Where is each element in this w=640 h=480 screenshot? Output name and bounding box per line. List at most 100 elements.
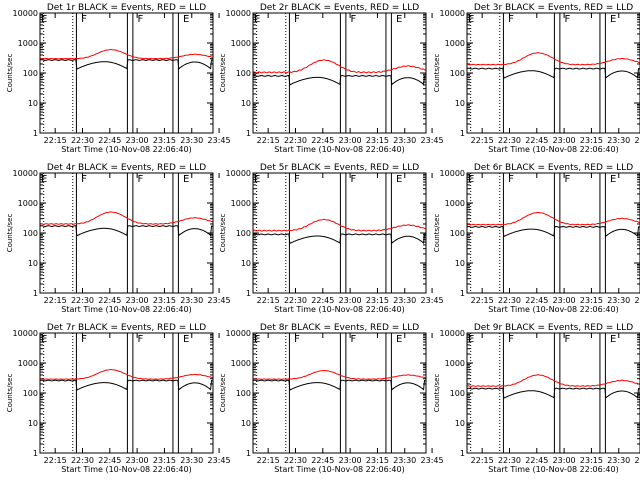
x-tick-label: 22:15 — [257, 456, 280, 465]
lld-series-line — [467, 374, 640, 387]
y-tick-label: 10000 — [226, 9, 251, 18]
y-tick-label: 10000 — [440, 329, 465, 338]
x-tick-label: 22:30 — [498, 136, 521, 145]
y-tick-label: 100 — [236, 389, 251, 398]
marker-letter: F — [294, 334, 300, 345]
x-tick-label: 23:00 — [126, 456, 149, 465]
marker-letter: E — [183, 174, 189, 185]
x-tick-label: 23:00 — [553, 456, 576, 465]
y-tick-label: 1000 — [231, 199, 251, 208]
x-tick-label: 23:30 — [607, 296, 630, 305]
y-axis-label: Counts/sec — [219, 54, 227, 93]
y-tick-label: 1000 — [18, 199, 38, 208]
x-tick-label: 22:15 — [44, 136, 67, 145]
marker-letter: E — [396, 14, 402, 25]
y-tick-label: 100 — [23, 229, 38, 238]
y-tick-label: 1 — [33, 449, 38, 458]
marker-letter: E — [254, 174, 260, 185]
panel-det-7: Det 7r BLACK = Events, RED = LLD 1 10 100 10… — [6, 323, 231, 474]
marker-letter: F — [351, 334, 357, 345]
x-tick-label: 23:00 — [553, 136, 576, 145]
lld-series-line — [40, 49, 213, 60]
x-axis-label: Start Time (10-Nov-08 22:06:40) — [274, 465, 404, 474]
marker-letter: E — [468, 14, 474, 25]
marker-letter: E — [254, 334, 260, 345]
x-tick-label: 23:00 — [126, 296, 149, 305]
x-tick-label: 23:00 — [339, 456, 362, 465]
plot-frame — [39, 172, 214, 294]
y-tick-label: 1 — [460, 449, 465, 458]
x-tick-label: 23:30 — [393, 136, 416, 145]
marker-letter: E — [183, 14, 189, 25]
y-axis-label: Counts/sec — [219, 214, 227, 253]
marker-letter: F — [138, 174, 144, 185]
marker-letter: F — [508, 14, 514, 25]
marker-letter: F — [565, 334, 571, 345]
y-tick-label: 100 — [450, 389, 465, 398]
x-tick-label: 22:30 — [498, 296, 521, 305]
y-tick-label: 10 — [455, 259, 465, 268]
x-tick-label: 22:15 — [471, 456, 494, 465]
x-tick-label: 23:30 — [180, 136, 203, 145]
panel-det-1: Det 1r BLACK = Events, RED = LLD 1 10 100 10… — [6, 3, 231, 154]
marker-letter: F — [565, 14, 571, 25]
lld-series-line — [40, 211, 213, 225]
panel-det-4: Det 4r BLACK = Events, RED = LLD 1 10 100 10… — [6, 163, 231, 314]
y-tick-label: 100 — [450, 229, 465, 238]
panel-title: Det 7r BLACK = Events, RED = LLD — [47, 323, 206, 333]
x-tick-label: 23:15 — [580, 456, 603, 465]
x-tick-label: 22:45 — [98, 456, 121, 465]
x-axis-label: Start Time (10-Nov-08 22:06:40) — [274, 145, 404, 154]
lld-series-line — [467, 52, 640, 66]
lld-series-line — [253, 59, 426, 74]
marker-letter: E — [41, 334, 47, 345]
y-tick-label: 10 — [455, 419, 465, 428]
y-tick-label: 1 — [246, 449, 251, 458]
x-tick-label: 22:30 — [71, 456, 94, 465]
y-tick-label: 10 — [28, 419, 38, 428]
x-tick-label: 23:45 — [635, 296, 640, 305]
panel-title: Det 6r BLACK = Events, RED = LLD — [474, 163, 633, 173]
y-tick-label: 1000 — [231, 359, 251, 368]
x-tick-label: 22:15 — [44, 296, 67, 305]
x-tick-label: 23:15 — [153, 296, 176, 305]
x-axis-label: Start Time (10-Nov-08 22:06:40) — [488, 305, 618, 314]
x-tick-label: 23:15 — [580, 136, 603, 145]
lld-series-line — [253, 370, 426, 380]
y-tick-label: 1000 — [445, 39, 465, 48]
marker-letter: E — [396, 334, 402, 345]
events-series-line — [253, 74, 426, 86]
marker-letter: E — [41, 14, 47, 25]
x-axis-label: Start Time (10-Nov-08 22:06:40) — [61, 305, 191, 314]
x-tick-label: 23:00 — [339, 136, 362, 145]
x-tick-label: 22:30 — [284, 136, 307, 145]
x-tick-label: 23:45 — [208, 456, 231, 465]
events-series-line — [40, 379, 213, 391]
x-tick-label: 23:00 — [339, 296, 362, 305]
y-tick-label: 10000 — [440, 169, 465, 178]
x-tick-label: 22:45 — [311, 456, 334, 465]
panel-title: Det 8r BLACK = Events, RED = LLD — [260, 323, 419, 333]
x-tick-label: 22:30 — [71, 296, 94, 305]
marker-letter: F — [81, 334, 87, 345]
y-tick-label: 10 — [28, 259, 38, 268]
y-axis-label: Counts/sec — [433, 374, 441, 413]
events-series-line — [253, 379, 426, 391]
plot-frame — [466, 172, 640, 294]
x-tick-label: 23:00 — [126, 136, 149, 145]
x-tick-label: 23:30 — [393, 456, 416, 465]
marker-letter: F — [294, 14, 300, 25]
x-axis-label: Start Time (10-Nov-08 22:06:40) — [274, 305, 404, 314]
x-tick-label: 23:45 — [421, 136, 444, 145]
plot-frame — [252, 332, 427, 454]
y-axis-label: Counts/sec — [219, 374, 227, 413]
y-tick-label: 10 — [28, 99, 38, 108]
x-tick-label: 22:45 — [98, 136, 121, 145]
y-axis-label: Counts/sec — [433, 54, 441, 93]
y-tick-label: 1000 — [231, 39, 251, 48]
marker-letter: F — [508, 174, 514, 185]
marker-letter: E — [610, 174, 616, 185]
x-tick-label: 22:45 — [525, 296, 548, 305]
x-tick-label: 23:30 — [180, 296, 203, 305]
x-axis-label: Start Time (10-Nov-08 22:06:40) — [488, 145, 618, 154]
